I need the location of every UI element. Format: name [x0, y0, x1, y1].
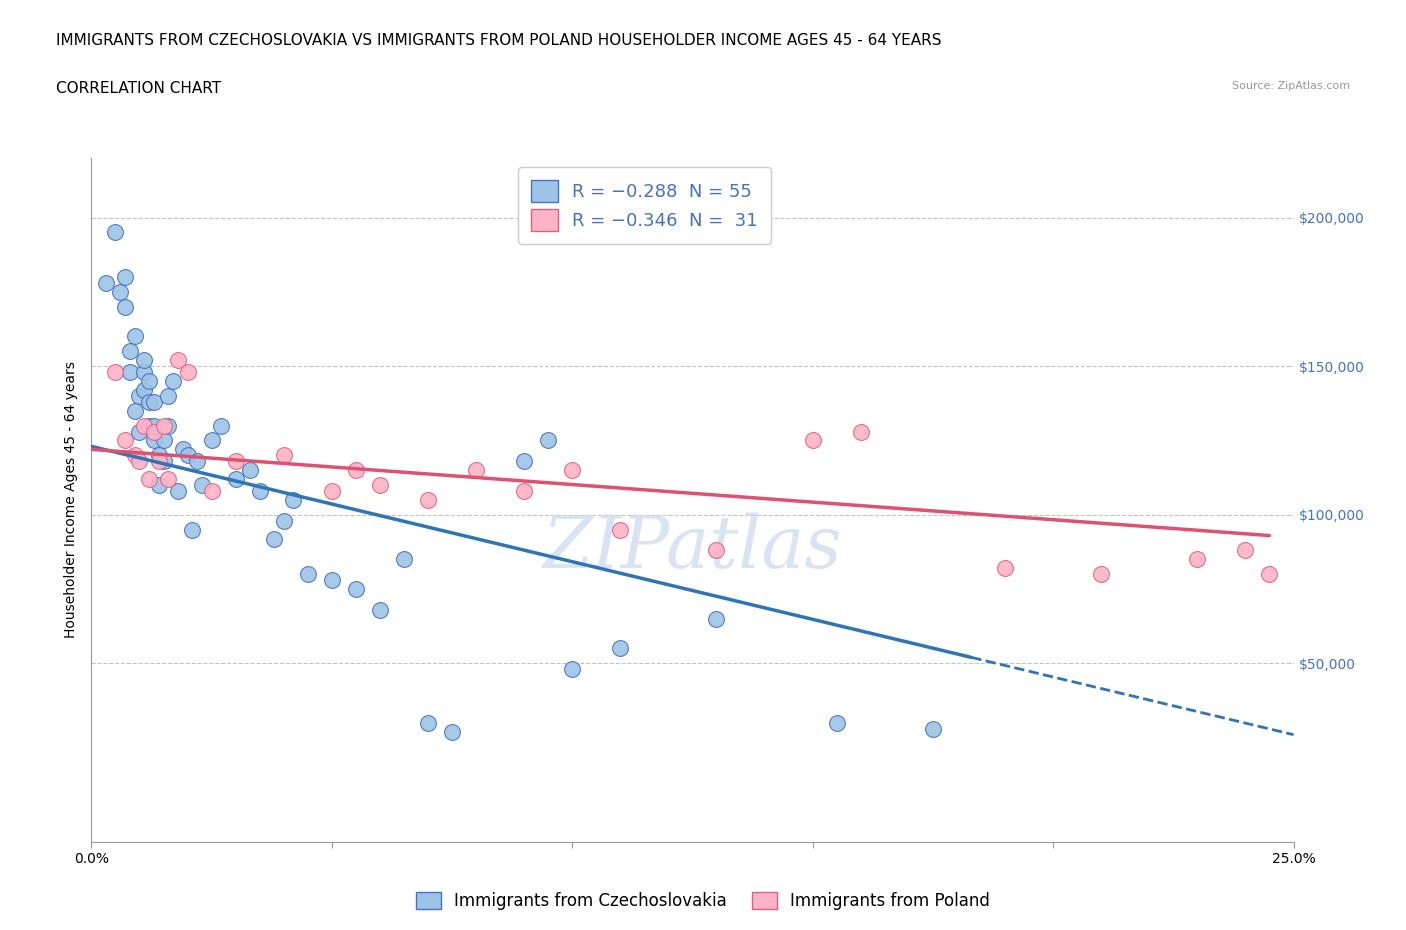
- Point: [138, 374, 160, 389]
- Point: [201, 433, 224, 448]
- Point: [181, 522, 204, 537]
- Point: [114, 299, 136, 314]
- Point: [225, 454, 247, 469]
- Point: [142, 418, 165, 433]
- Point: [114, 270, 136, 285]
- Point: [134, 382, 156, 397]
- Point: [176, 448, 198, 463]
- Point: [176, 365, 198, 379]
- Point: [128, 389, 150, 404]
- Point: [148, 454, 170, 469]
- Point: [1090, 566, 1112, 581]
- Point: [513, 484, 536, 498]
- Point: [849, 424, 872, 439]
- Point: [283, 493, 305, 508]
- Point: [392, 551, 415, 566]
- Point: [124, 329, 146, 344]
- Point: [124, 448, 146, 463]
- Point: [368, 603, 391, 618]
- Point: [134, 365, 156, 379]
- Point: [152, 418, 174, 433]
- Point: [157, 472, 180, 486]
- Point: [239, 463, 262, 478]
- Point: [561, 662, 583, 677]
- Point: [152, 433, 174, 448]
- Point: [118, 365, 141, 379]
- Y-axis label: Householder Income Ages 45 - 64 years: Householder Income Ages 45 - 64 years: [65, 362, 79, 638]
- Point: [201, 484, 224, 498]
- Point: [209, 418, 232, 433]
- Point: [1258, 566, 1281, 581]
- Point: [922, 722, 945, 737]
- Point: [537, 433, 560, 448]
- Point: [94, 275, 117, 290]
- Point: [134, 352, 156, 367]
- Point: [142, 394, 165, 409]
- Point: [148, 448, 170, 463]
- Point: [416, 715, 439, 730]
- Point: [263, 531, 285, 546]
- Legend: R = −0.288  N = 55, R = −0.346  N =  31: R = −0.288 N = 55, R = −0.346 N = 31: [519, 167, 770, 244]
- Legend: Immigrants from Czechoslovakia, Immigrants from Poland: Immigrants from Czechoslovakia, Immigran…: [409, 885, 997, 917]
- Point: [249, 484, 271, 498]
- Text: ZIPatlas: ZIPatlas: [543, 512, 842, 583]
- Point: [344, 581, 367, 596]
- Point: [104, 365, 127, 379]
- Point: [561, 463, 583, 478]
- Point: [1234, 543, 1257, 558]
- Text: CORRELATION CHART: CORRELATION CHART: [56, 81, 221, 96]
- Point: [167, 352, 190, 367]
- Point: [142, 433, 165, 448]
- Point: [273, 448, 295, 463]
- Point: [128, 424, 150, 439]
- Point: [128, 454, 150, 469]
- Point: [1187, 551, 1209, 566]
- Point: [138, 418, 160, 433]
- Point: [104, 225, 127, 240]
- Point: [152, 454, 174, 469]
- Point: [157, 389, 180, 404]
- Point: [118, 344, 141, 359]
- Point: [138, 472, 160, 486]
- Point: [416, 493, 439, 508]
- Point: [825, 715, 848, 730]
- Point: [297, 566, 319, 581]
- Point: [186, 454, 208, 469]
- Point: [513, 454, 536, 469]
- Point: [172, 442, 194, 457]
- Point: [114, 433, 136, 448]
- Point: [124, 404, 146, 418]
- Point: [321, 484, 343, 498]
- Text: Source: ZipAtlas.com: Source: ZipAtlas.com: [1232, 81, 1350, 91]
- Point: [368, 478, 391, 493]
- Point: [148, 478, 170, 493]
- Point: [142, 424, 165, 439]
- Point: [162, 374, 184, 389]
- Point: [609, 522, 631, 537]
- Point: [609, 641, 631, 656]
- Point: [273, 513, 295, 528]
- Point: [110, 285, 132, 299]
- Point: [994, 561, 1017, 576]
- Point: [706, 611, 728, 626]
- Point: [801, 433, 824, 448]
- Point: [157, 418, 180, 433]
- Point: [344, 463, 367, 478]
- Point: [440, 724, 463, 739]
- Point: [138, 394, 160, 409]
- Point: [225, 472, 247, 486]
- Point: [191, 478, 214, 493]
- Text: IMMIGRANTS FROM CZECHOSLOVAKIA VS IMMIGRANTS FROM POLAND HOUSEHOLDER INCOME AGES: IMMIGRANTS FROM CZECHOSLOVAKIA VS IMMIGR…: [56, 33, 942, 47]
- Point: [321, 573, 343, 588]
- Point: [134, 418, 156, 433]
- Point: [167, 484, 190, 498]
- Point: [706, 543, 728, 558]
- Point: [465, 463, 488, 478]
